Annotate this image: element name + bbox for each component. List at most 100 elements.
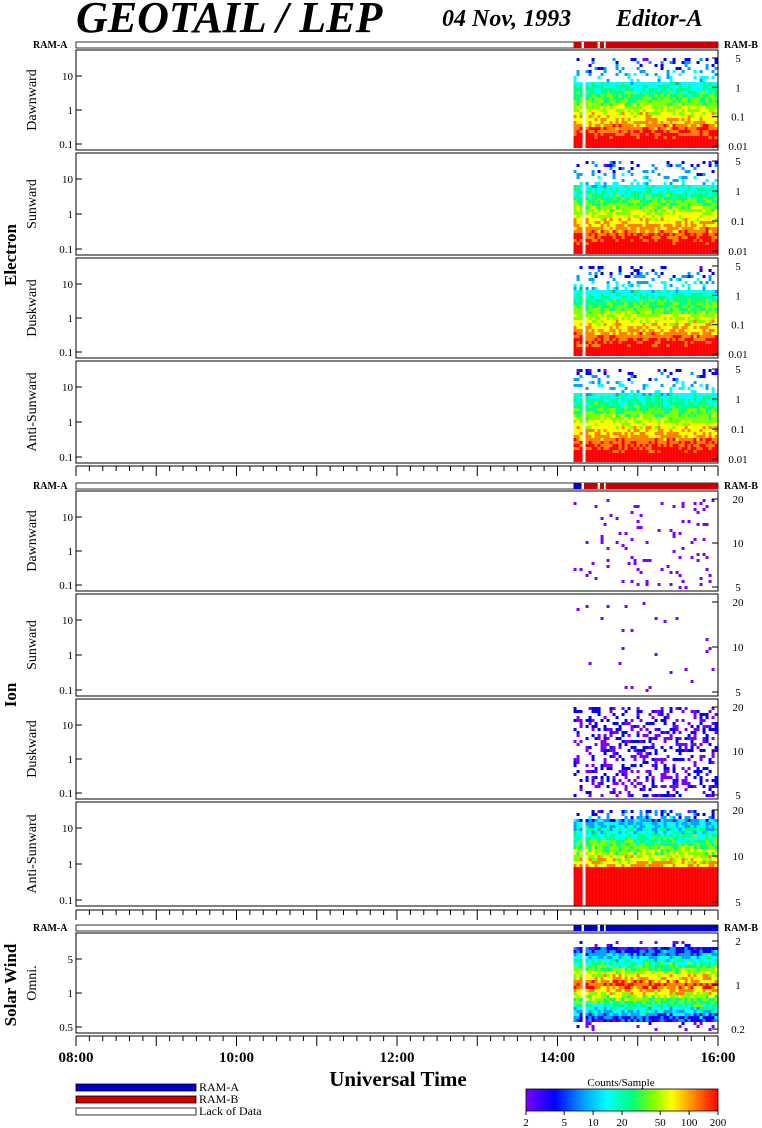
spectrogram-cell bbox=[639, 112, 643, 115]
panel-frame bbox=[75, 257, 719, 359]
spectrogram-cell bbox=[642, 91, 646, 94]
spectrogram-cell bbox=[648, 338, 652, 341]
spectrogram-cell bbox=[621, 194, 625, 197]
spectrogram-cell bbox=[618, 188, 622, 191]
spectrogram-cell bbox=[675, 142, 679, 145]
spectrogram-cell bbox=[585, 302, 589, 305]
spectrogram-cell bbox=[609, 221, 613, 224]
spectrogram-cell bbox=[666, 375, 670, 378]
spectrogram-cell bbox=[696, 188, 700, 191]
spectrogram-cell bbox=[576, 438, 580, 441]
spectrogram-cell bbox=[576, 121, 580, 124]
spectrogram-cell bbox=[600, 308, 604, 311]
spectrogram-cell bbox=[615, 302, 619, 305]
spectrogram-cell bbox=[627, 432, 631, 435]
spectrogram-cell bbox=[702, 188, 706, 191]
spectrogram-cell bbox=[591, 305, 595, 308]
spectrogram-cell bbox=[573, 758, 577, 761]
spectrogram-cell bbox=[579, 426, 583, 429]
spectrogram-cell bbox=[636, 133, 640, 136]
spectrogram-cell bbox=[585, 329, 589, 332]
spectrogram-cell bbox=[660, 444, 664, 447]
spectrogram-cell bbox=[630, 429, 634, 432]
spectrogram-cell bbox=[573, 350, 577, 353]
spectrogram-cell bbox=[639, 447, 643, 450]
spectrogram-cell bbox=[621, 251, 625, 254]
spectrogram-cell bbox=[681, 161, 685, 164]
spectrogram-cell bbox=[618, 725, 622, 728]
spectrogram-cell bbox=[690, 396, 694, 399]
spectrogram-cell bbox=[639, 245, 643, 248]
spectrogram-cell bbox=[696, 296, 700, 299]
spectrogram-cell bbox=[636, 124, 640, 127]
spectrogram-cell bbox=[609, 200, 613, 203]
spectrogram-cell bbox=[612, 94, 616, 97]
spectrogram-cell bbox=[663, 429, 667, 432]
spectrogram-cell bbox=[606, 88, 610, 91]
spectrogram-cell bbox=[600, 393, 604, 396]
spectrogram-cell bbox=[585, 115, 589, 118]
spectrogram-cell bbox=[681, 580, 685, 583]
spectrogram-cell bbox=[678, 212, 682, 215]
spectrogram-cell bbox=[663, 287, 667, 290]
spectrogram-cell bbox=[612, 332, 616, 335]
spectrogram-cell bbox=[708, 320, 712, 323]
spectrogram-cell bbox=[657, 145, 661, 148]
spectrogram-cell bbox=[642, 209, 646, 212]
spectrogram-cell bbox=[630, 136, 634, 139]
spectrogram-cell bbox=[714, 212, 718, 215]
spectrogram-cell bbox=[678, 423, 682, 426]
spectrogram-cell bbox=[609, 432, 613, 435]
spectrogram-cell bbox=[633, 323, 637, 326]
spectrogram-cell bbox=[597, 176, 601, 179]
spectrogram-cell bbox=[714, 179, 718, 182]
spectrogram-cell bbox=[708, 142, 712, 145]
spectrogram-cell bbox=[573, 326, 577, 329]
spectrogram-cell bbox=[666, 127, 670, 130]
spectrogram-cell bbox=[651, 335, 655, 338]
spectrogram-cell bbox=[669, 164, 673, 167]
spectrogram-cell bbox=[603, 185, 607, 188]
spectrogram-cell bbox=[597, 408, 601, 411]
spectrogram-cell bbox=[705, 411, 709, 414]
spectrogram-cell bbox=[702, 124, 706, 127]
spectrogram-cell bbox=[606, 435, 610, 438]
spectrogram-cell bbox=[639, 335, 643, 338]
spectrogram-cell bbox=[684, 435, 688, 438]
spectrogram-cell bbox=[645, 583, 649, 586]
spectrogram-cell bbox=[591, 782, 595, 785]
spectrogram-cell bbox=[693, 393, 697, 396]
spectrogram-cell bbox=[576, 353, 580, 356]
spectrogram-cell bbox=[588, 329, 592, 332]
spectrogram-cell bbox=[708, 275, 712, 278]
spectrogram-cell bbox=[705, 197, 709, 200]
spectrogram-cell bbox=[591, 725, 595, 728]
spectrogram-cell bbox=[594, 118, 598, 121]
spectrogram-cell bbox=[591, 444, 595, 447]
spectrogram-cell bbox=[636, 396, 640, 399]
spectrogram-cell bbox=[573, 236, 577, 239]
spectrogram-cell bbox=[681, 435, 685, 438]
spectrogram-cell bbox=[660, 188, 664, 191]
spectrogram-cell bbox=[600, 100, 604, 103]
spectrogram-cell bbox=[672, 121, 676, 124]
right-tick-label: 0.1 bbox=[731, 216, 745, 228]
spectrogram-cell bbox=[705, 296, 709, 299]
spectrogram-cell bbox=[636, 203, 640, 206]
spectrogram-cell bbox=[678, 556, 682, 559]
spectrogram-cell bbox=[612, 173, 616, 176]
spectrogram-cell bbox=[636, 290, 640, 293]
spectrogram-cell bbox=[711, 372, 715, 375]
spectrogram-cell bbox=[624, 411, 628, 414]
spectrogram-cell bbox=[657, 341, 661, 344]
spectrogram-cell bbox=[597, 290, 601, 293]
spectrogram-cell bbox=[660, 384, 664, 387]
spectrogram-cell bbox=[669, 299, 673, 302]
spectrogram-cell bbox=[606, 350, 610, 353]
spectrogram-cell bbox=[672, 124, 676, 127]
spectrogram-cell bbox=[603, 399, 607, 402]
spectrogram-cell bbox=[705, 435, 709, 438]
spectrogram-cell bbox=[600, 384, 604, 387]
spectrogram-cell bbox=[648, 206, 652, 209]
spectrogram-cell bbox=[684, 290, 688, 293]
